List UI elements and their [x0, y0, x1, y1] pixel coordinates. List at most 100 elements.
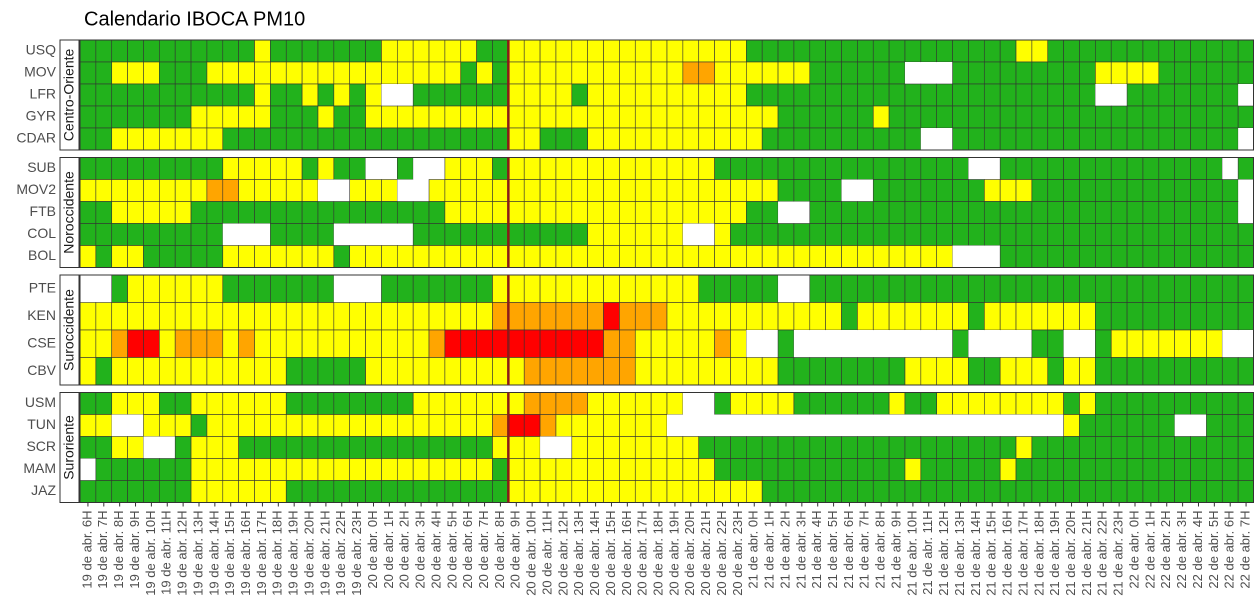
cell	[1126, 61, 1144, 85]
cell	[666, 39, 684, 63]
cell	[793, 127, 811, 151]
station-label: CSE	[27, 334, 56, 350]
cell	[285, 201, 303, 224]
cell	[1110, 414, 1128, 437]
cell	[1015, 223, 1033, 246]
cell	[317, 223, 335, 246]
cell	[1237, 105, 1254, 129]
cell	[1126, 223, 1144, 246]
cell	[793, 357, 811, 386]
cell	[698, 302, 715, 331]
cell	[396, 274, 414, 303]
cell	[111, 83, 128, 107]
missing-cell	[936, 414, 953, 437]
cell	[571, 329, 588, 358]
cell	[1190, 245, 1207, 268]
cell	[746, 157, 763, 180]
cell	[254, 39, 271, 63]
cell	[1095, 274, 1112, 303]
cell	[825, 392, 842, 415]
cell	[555, 414, 573, 437]
cell	[603, 329, 620, 358]
cell	[1095, 414, 1112, 437]
cell	[936, 223, 953, 246]
cell	[190, 201, 208, 224]
x-tick-label: 22 de abr. 0H	[1126, 511, 1141, 589]
cell	[174, 201, 192, 224]
cell	[746, 61, 763, 85]
missing-cell	[825, 330, 842, 358]
missing-cell	[682, 392, 699, 415]
cell	[888, 223, 906, 246]
cell	[825, 179, 842, 202]
cell	[682, 157, 700, 180]
cell	[1126, 201, 1144, 224]
cell	[634, 480, 652, 503]
cell	[872, 392, 890, 415]
cell	[809, 480, 826, 503]
cell	[888, 83, 906, 107]
cell	[872, 61, 890, 85]
cell	[428, 329, 446, 358]
cell	[1206, 245, 1223, 268]
cell	[698, 436, 715, 459]
cell	[285, 480, 303, 503]
cell	[381, 39, 398, 63]
cell	[936, 179, 953, 202]
cell	[698, 39, 715, 63]
x-tick-label: 21 de abr. 16H	[1000, 511, 1015, 596]
cell	[888, 105, 906, 129]
cell	[428, 61, 446, 85]
cell	[1015, 201, 1033, 224]
x-tick-label: 19 de abr. 17H	[254, 511, 269, 596]
cell	[841, 274, 858, 303]
cell	[666, 201, 684, 224]
cell	[1158, 302, 1175, 331]
cell	[222, 329, 239, 358]
cell	[1206, 179, 1223, 202]
cell	[1237, 39, 1254, 63]
cell	[492, 245, 509, 268]
cell	[412, 105, 430, 129]
cell	[238, 179, 255, 202]
cell	[428, 83, 446, 107]
cell	[508, 480, 525, 503]
x-tick-label: 19 de abr. 6H	[79, 511, 94, 589]
cell	[952, 201, 969, 224]
cell	[143, 302, 160, 331]
cell	[746, 179, 763, 202]
cell	[508, 223, 525, 246]
cell	[1079, 274, 1096, 303]
cell	[539, 61, 557, 85]
cell	[127, 39, 144, 63]
missing-cell	[1190, 414, 1207, 437]
cell	[793, 105, 811, 129]
cell	[666, 357, 684, 386]
cell	[238, 302, 255, 331]
cell	[492, 329, 509, 358]
cell	[1095, 105, 1112, 129]
cell	[333, 414, 351, 437]
cell	[619, 105, 636, 129]
cell	[365, 436, 382, 459]
missing-cell	[984, 330, 1001, 358]
cell	[222, 357, 239, 386]
cell	[983, 274, 1001, 303]
x-tick-label: 21 de abr. 13H	[952, 511, 967, 596]
cell	[746, 39, 763, 63]
cell	[761, 274, 779, 303]
cell	[825, 436, 842, 459]
cell	[936, 436, 953, 459]
cell	[1095, 245, 1112, 268]
cell	[619, 392, 636, 415]
cell	[444, 157, 462, 180]
cell	[444, 179, 462, 202]
cell	[1237, 223, 1254, 246]
cell	[650, 329, 668, 358]
cell	[983, 392, 1001, 415]
cell	[603, 414, 620, 437]
cell	[460, 61, 477, 85]
cell	[1063, 302, 1080, 331]
cell	[666, 245, 684, 268]
missing-cell	[952, 245, 969, 268]
